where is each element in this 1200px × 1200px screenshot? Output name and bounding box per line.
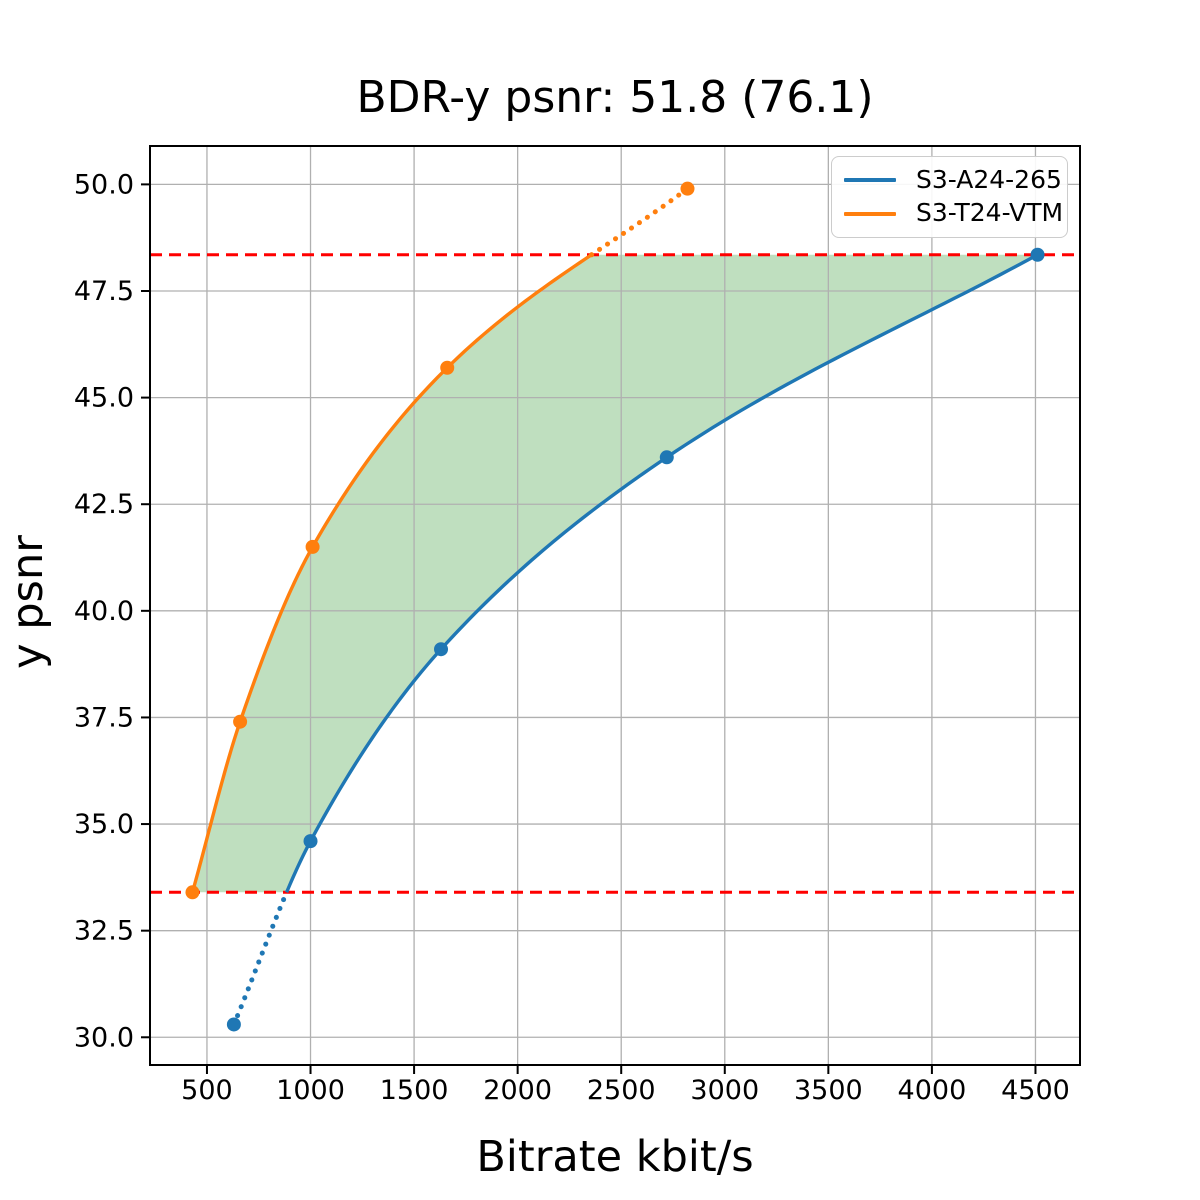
legend-item-s3-a24-265: S3-A24-265 — [844, 165, 1062, 195]
x-tick-label: 4000 — [898, 1075, 967, 1106]
y-tick-label: 47.5 — [74, 276, 134, 307]
y-tick-label: 40.0 — [74, 596, 134, 627]
x-axis-label: Bitrate kbit/s — [476, 1132, 754, 1182]
x-tick-label: 2500 — [587, 1075, 656, 1106]
y-tick-label: 35.0 — [74, 809, 134, 840]
y-tick-label: 50.0 — [74, 169, 134, 200]
data-point-marker — [680, 181, 695, 196]
y-tick-label: 30.0 — [74, 1022, 134, 1053]
gridlines — [150, 146, 1080, 1065]
data-point-marker — [1030, 247, 1045, 262]
legend-label: S3-T24-VTM — [916, 198, 1064, 228]
shaded-area-polygon — [192, 254, 1038, 893]
legend-label: S3-A24-265 — [916, 164, 1062, 194]
bd-shaded-area — [192, 254, 1038, 893]
data-point-marker — [440, 360, 455, 375]
axis-ticks: 500 1000 1500 2000 2500 3000 3500 4000 4500 30.0 3… — [74, 169, 1070, 1106]
data-point-marker — [233, 714, 248, 729]
data-point-marker — [434, 642, 449, 657]
x-tick-label: 1000 — [276, 1075, 345, 1106]
psnr-range-hlines — [150, 253, 1080, 894]
axes-spines — [149, 145, 1081, 1066]
chart-title: BDR-y psnr: 51.8 (76.1) — [356, 72, 874, 123]
data-point-marker — [226, 1017, 241, 1032]
curve-s3-a24-265-solid — [285, 253, 1039, 893]
x-tick-label: 3500 — [794, 1075, 863, 1106]
legend-line-icon — [844, 211, 896, 216]
x-tick-label: 3000 — [690, 1075, 759, 1106]
y-tick-label: 37.5 — [74, 702, 134, 733]
y-tick-label: 42.5 — [74, 489, 134, 520]
data-point-marker — [305, 539, 320, 554]
x-tick-label: 2000 — [483, 1075, 552, 1106]
y-axis-label-text: y psnr — [3, 535, 53, 669]
legend-line-icon — [844, 178, 896, 183]
curve-s3-t24-vtm-dotted — [589, 186, 690, 258]
legend-item-s3-t24-vtm: S3-T24-VTM — [844, 199, 1063, 228]
curve-s3-a24-265-dotted — [231, 889, 290, 1027]
data-point-marker — [185, 885, 200, 900]
y-tick-label: 45.0 — [74, 383, 134, 414]
data-point-marker — [659, 450, 674, 465]
legend: S3-A24-265 S3-T24-VTM — [831, 156, 1068, 238]
data-point-markers — [185, 181, 1045, 1032]
y-tick-label: 32.5 — [74, 916, 134, 947]
x-tick-label: 4500 — [1001, 1075, 1070, 1106]
x-tick-label: 1500 — [380, 1075, 449, 1106]
data-point-marker — [303, 834, 318, 849]
x-tick-label: 500 — [181, 1075, 233, 1106]
